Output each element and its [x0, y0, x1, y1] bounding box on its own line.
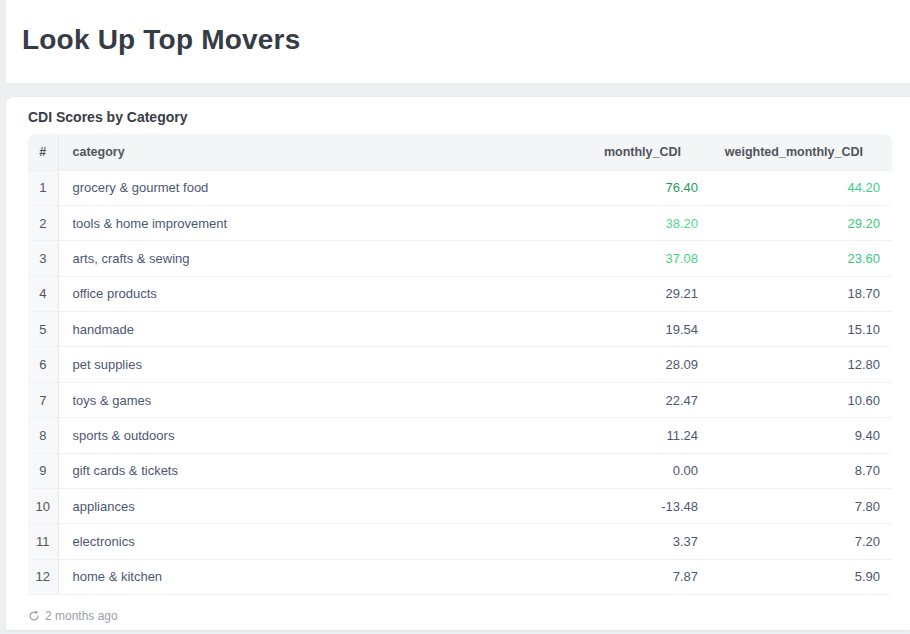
- last-updated-footer: 2 months ago: [28, 609, 910, 623]
- table-row: 8 sports & outdoors 11.24 9.40: [28, 418, 892, 453]
- category-cell[interactable]: gift cards & tickets: [58, 453, 448, 488]
- table-row: 9 gift cards & tickets 0.00 8.70: [28, 453, 892, 488]
- row-index: 7: [28, 382, 58, 417]
- weighted-monthly-cdi-cell[interactable]: 10.60: [710, 382, 892, 417]
- row-index: 4: [28, 276, 58, 311]
- weighted-monthly-cdi-cell[interactable]: 12.80: [710, 347, 892, 382]
- monthly-cdi-cell[interactable]: 37.08: [448, 241, 710, 276]
- monthly-cdi-cell[interactable]: 0.00: [448, 453, 710, 488]
- column-header-weighted-monthly-cdi[interactable]: weighted_monthly_CDI: [710, 134, 892, 170]
- category-cell[interactable]: pet supplies: [58, 347, 448, 382]
- weighted-monthly-cdi-cell[interactable]: 44.20: [710, 170, 892, 205]
- category-cell[interactable]: home & kitchen: [58, 559, 448, 594]
- row-index: 3: [28, 241, 58, 276]
- table-row: 2 tools & home improvement 38.20 29.20: [28, 205, 892, 240]
- monthly-cdi-cell[interactable]: 19.54: [448, 312, 710, 347]
- weighted-monthly-cdi-cell[interactable]: 15.10: [710, 312, 892, 347]
- monthly-cdi-cell[interactable]: 22.47: [448, 382, 710, 417]
- monthly-cdi-cell[interactable]: 28.09: [448, 347, 710, 382]
- weighted-monthly-cdi-cell[interactable]: 5.90: [710, 559, 892, 594]
- row-index: 12: [28, 559, 58, 594]
- weighted-monthly-cdi-cell[interactable]: 9.40: [710, 418, 892, 453]
- monthly-cdi-cell[interactable]: 76.40: [448, 170, 710, 205]
- category-cell[interactable]: appliances: [58, 489, 448, 524]
- row-index: 6: [28, 347, 58, 382]
- page-title: Look Up Top Movers: [6, 0, 910, 56]
- table-row: 1 grocery & gourmet food 76.40 44.20: [28, 170, 892, 205]
- table-row: 11 electronics 3.37 7.20: [28, 524, 892, 559]
- category-cell[interactable]: toys & games: [58, 382, 448, 417]
- monthly-cdi-cell[interactable]: -13.48: [448, 489, 710, 524]
- refresh-icon: [28, 610, 40, 622]
- table-row: 12 home & kitchen 7.87 5.90: [28, 559, 892, 594]
- cdi-scores-table: # category monthly_CDI weighted_monthly_…: [28, 134, 892, 595]
- category-cell[interactable]: grocery & gourmet food: [58, 170, 448, 205]
- cdi-scores-card: CDI Scores by Category # category monthl…: [6, 97, 910, 630]
- weighted-monthly-cdi-cell[interactable]: 8.70: [710, 453, 892, 488]
- category-cell[interactable]: office products: [58, 276, 448, 311]
- row-index: 9: [28, 453, 58, 488]
- category-cell[interactable]: handmade: [58, 312, 448, 347]
- row-index: 5: [28, 312, 58, 347]
- column-header-monthly-cdi[interactable]: monthly_CDI: [448, 134, 710, 170]
- last-updated-text: 2 months ago: [45, 609, 118, 623]
- monthly-cdi-cell[interactable]: 11.24: [448, 418, 710, 453]
- column-header-index[interactable]: #: [28, 134, 58, 170]
- card-title: CDI Scores by Category: [6, 97, 910, 134]
- category-cell[interactable]: sports & outdoors: [58, 418, 448, 453]
- dashboard-header: Look Up Top Movers: [6, 0, 910, 83]
- weighted-monthly-cdi-cell[interactable]: 23.60: [710, 241, 892, 276]
- weighted-monthly-cdi-cell[interactable]: 18.70: [710, 276, 892, 311]
- monthly-cdi-cell[interactable]: 38.20: [448, 205, 710, 240]
- table-header-row: # category monthly_CDI weighted_monthly_…: [28, 134, 892, 170]
- table-row: 3 arts, crafts & sewing 37.08 23.60: [28, 241, 892, 276]
- row-index: 2: [28, 205, 58, 240]
- weighted-monthly-cdi-cell[interactable]: 29.20: [710, 205, 892, 240]
- category-cell[interactable]: tools & home improvement: [58, 205, 448, 240]
- table-row: 4 office products 29.21 18.70: [28, 276, 892, 311]
- column-header-category[interactable]: category: [58, 134, 448, 170]
- table-row: 10 appliances -13.48 7.80: [28, 489, 892, 524]
- monthly-cdi-cell[interactable]: 3.37: [448, 524, 710, 559]
- row-index: 10: [28, 489, 58, 524]
- category-cell[interactable]: electronics: [58, 524, 448, 559]
- row-index: 8: [28, 418, 58, 453]
- table-row: 5 handmade 19.54 15.10: [28, 312, 892, 347]
- weighted-monthly-cdi-cell[interactable]: 7.20: [710, 524, 892, 559]
- monthly-cdi-cell[interactable]: 7.87: [448, 559, 710, 594]
- row-index: 11: [28, 524, 58, 559]
- monthly-cdi-cell[interactable]: 29.21: [448, 276, 710, 311]
- weighted-monthly-cdi-cell[interactable]: 7.80: [710, 489, 892, 524]
- category-cell[interactable]: arts, crafts & sewing: [58, 241, 448, 276]
- table-row: 7 toys & games 22.47 10.60: [28, 382, 892, 417]
- table-row: 6 pet supplies 28.09 12.80: [28, 347, 892, 382]
- row-index: 1: [28, 170, 58, 205]
